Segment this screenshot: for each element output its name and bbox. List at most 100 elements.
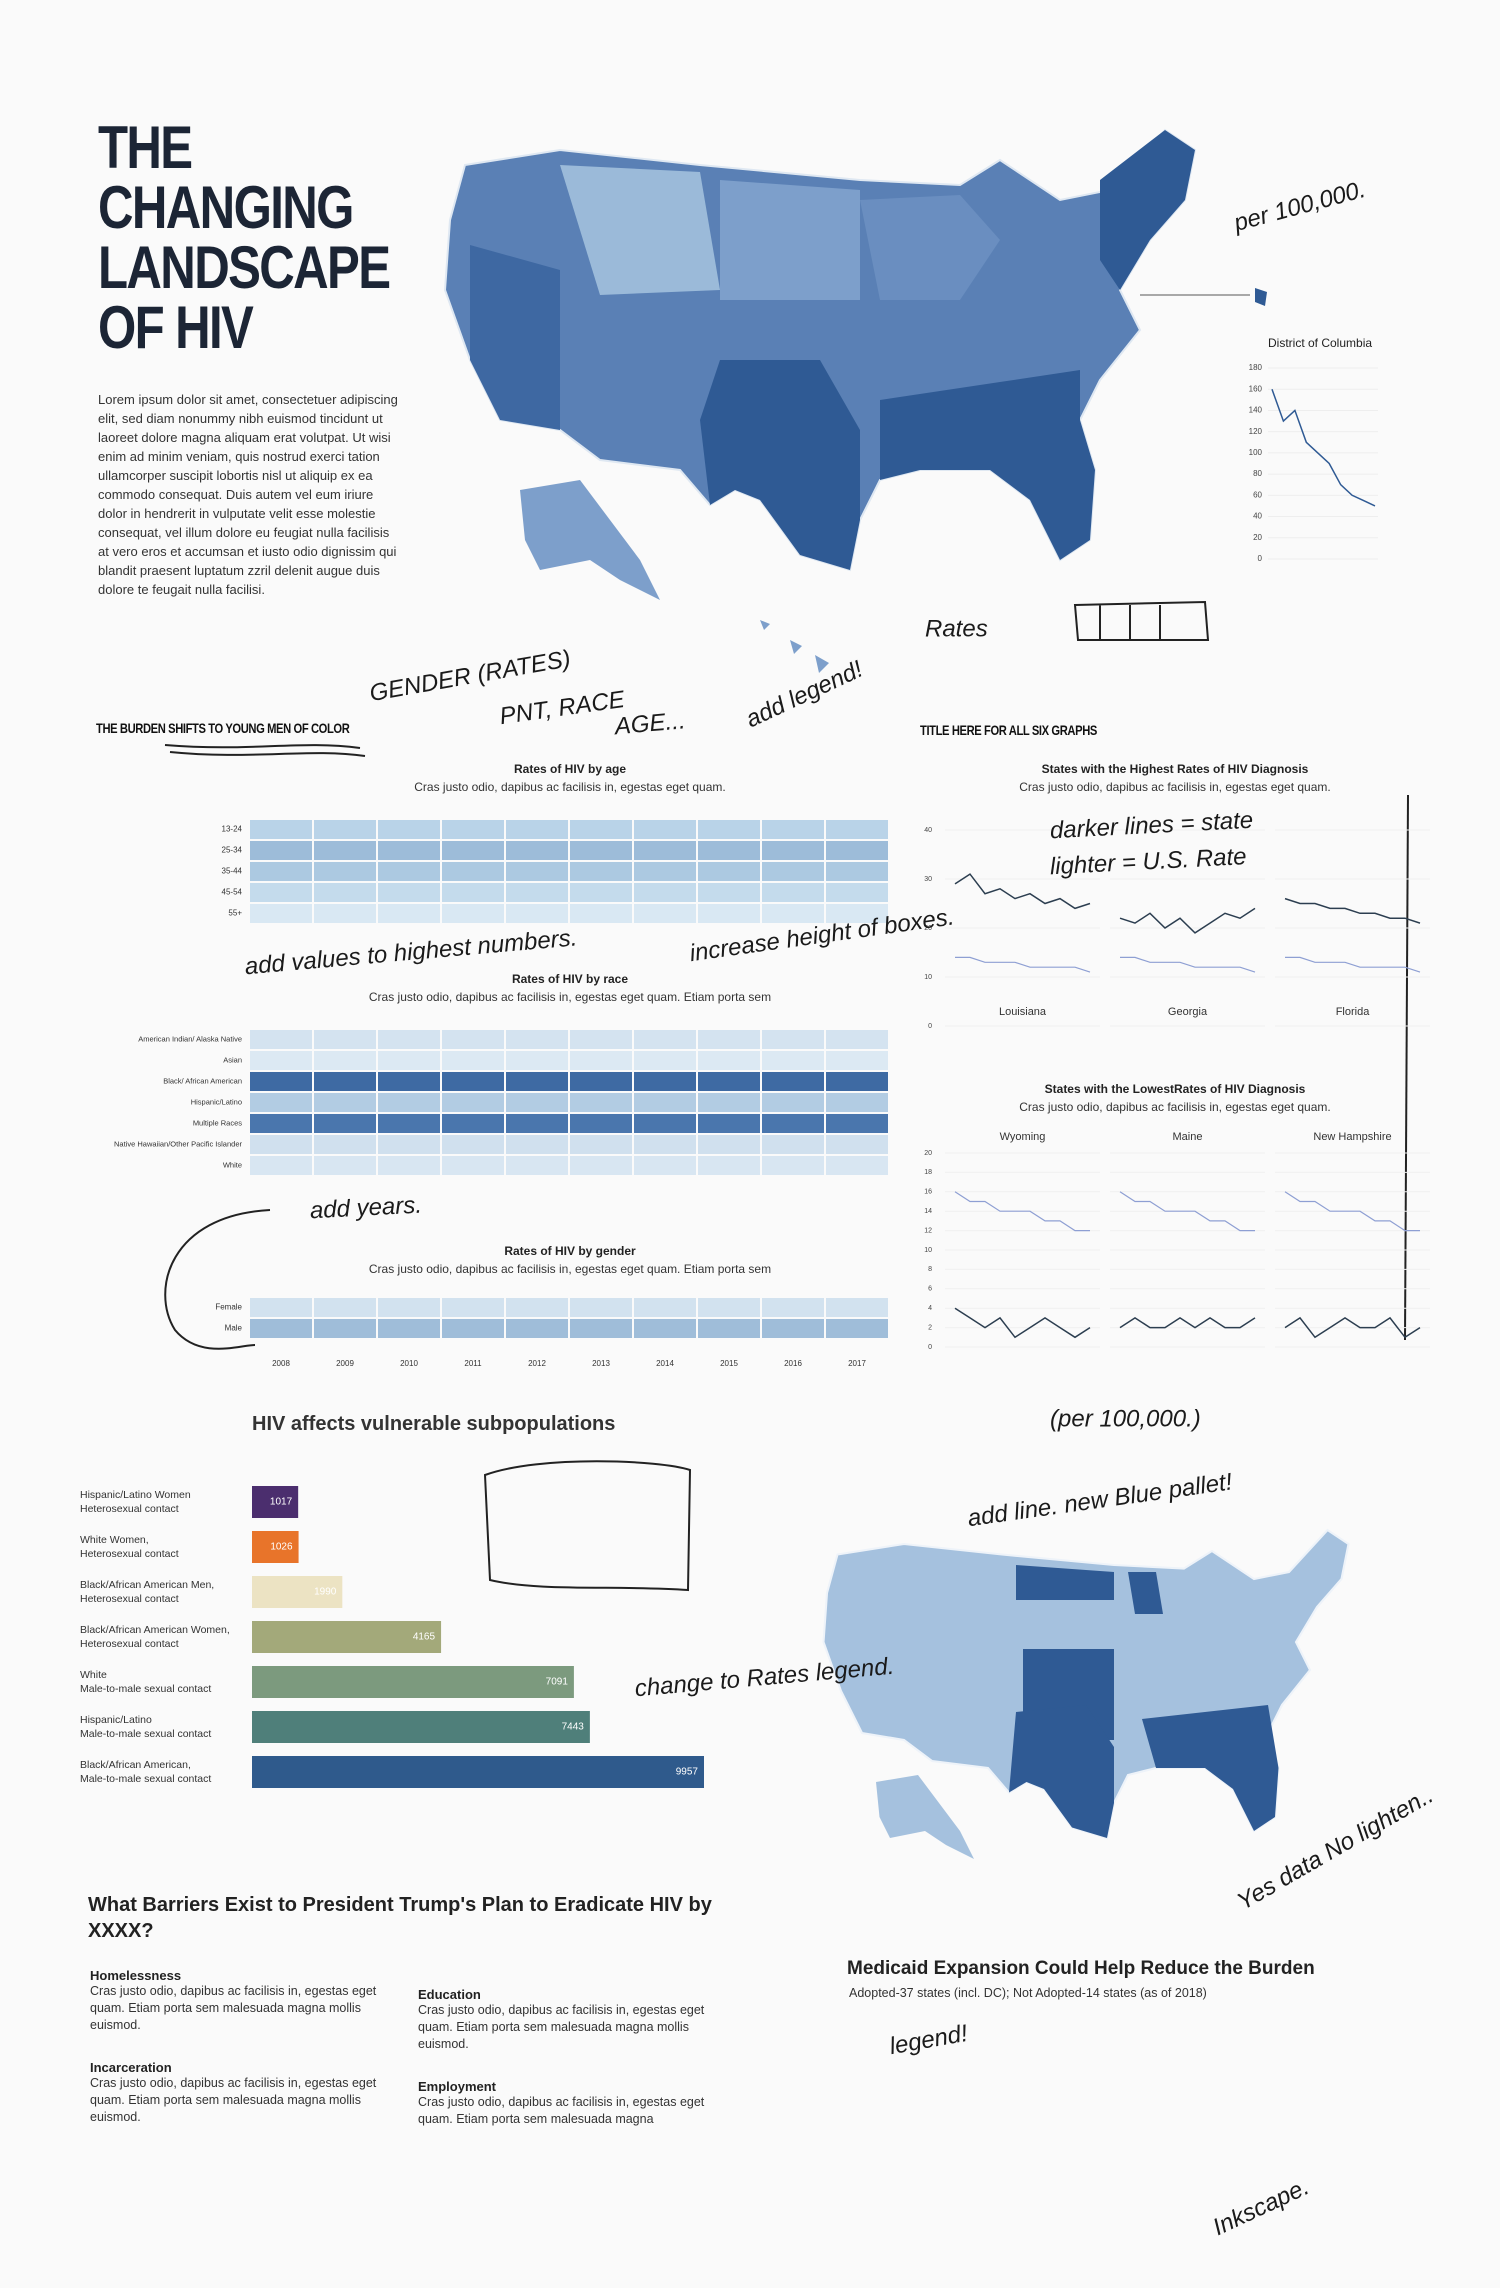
barrier-body: Cras justo odio, dapibus ac facilisis in… [418, 2003, 705, 2051]
heatmap-cell [250, 1051, 312, 1070]
heatmap-cell [826, 862, 888, 881]
y-tick-label: 2 [928, 1324, 932, 1331]
heatmap-cell [762, 1051, 824, 1070]
bar-label: White Women, [80, 1534, 149, 1546]
heatmap-cell [250, 862, 312, 881]
map-region [560, 165, 720, 295]
handwritten-note: add years. [309, 1191, 422, 1224]
y-tick-label: 20 [924, 1150, 932, 1157]
pen-curve [164, 1209, 271, 1350]
row-label: Multiple Races [193, 1118, 242, 1127]
heatmap-cell [762, 1156, 824, 1175]
chart-title: Rates of HIV by age [513, 762, 627, 776]
heatmap-cell [698, 1072, 760, 1091]
heatmap-cell [442, 1051, 504, 1070]
chart-title: Rates of HIV by race [511, 972, 629, 986]
heatmap-cell [378, 1072, 440, 1091]
heatmap-cell [570, 1114, 632, 1133]
heatmap-cell [250, 883, 312, 902]
handwritten-note: legend! [887, 2020, 970, 2060]
panel-label: Florida [1336, 1006, 1371, 1018]
chart-title: Rates of HIV by gender [504, 1244, 636, 1258]
heatmap-cell [506, 1093, 568, 1112]
heatmap-cell [570, 1298, 632, 1317]
row-label: 13-24 [222, 825, 243, 834]
heatmap-cell [698, 1319, 760, 1338]
bar-label: Black/African American Women, [80, 1624, 230, 1636]
heatmap-cell [634, 1051, 696, 1070]
heatmap-cell [314, 1135, 376, 1154]
y-tick-label: 10 [924, 1247, 932, 1254]
sketch-box [483, 1460, 692, 1592]
x-tick-label: 2016 [784, 1359, 802, 1368]
value-label: 9957 [676, 1767, 699, 1778]
bar-label: Heterosexual contact [80, 1503, 179, 1515]
bar [252, 1531, 299, 1563]
value-label: 1026 [270, 1542, 293, 1553]
heatmap-cell [634, 1156, 696, 1175]
y-tick-label: 100 [1249, 448, 1263, 457]
bar [252, 1666, 574, 1698]
handwritten-note: lighter = U.S. Rate [1049, 843, 1247, 880]
x-tick-label: 2015 [720, 1359, 738, 1368]
heatmap-cell [442, 1319, 504, 1338]
x-tick-label: 2013 [592, 1359, 610, 1368]
handwritten-note: (per 100,000.) [1050, 1405, 1201, 1432]
heatmap-cell [570, 841, 632, 860]
barrier: Education Cras justo odio, dapibus ac fa… [418, 1987, 708, 2053]
x-tick-label: 2017 [848, 1359, 866, 1368]
row-label: Asian [223, 1055, 242, 1064]
heatmap-cell [826, 841, 888, 860]
line [1271, 388, 1376, 507]
y-tick-label: 180 [1249, 363, 1263, 372]
chart-title: District of Columbia [1268, 336, 1373, 350]
chart-subtitle: Cras justo odio, dapibus ac facilisis in… [1019, 1100, 1331, 1114]
heatmap-cell [442, 1114, 504, 1133]
bar [252, 1486, 299, 1518]
heatmap-cell [762, 1298, 824, 1317]
chart-title: States with the Highest Rates of HIV Dia… [1041, 762, 1309, 776]
y-tick-label: 16 [924, 1189, 932, 1196]
heatmap-cell [314, 1093, 376, 1112]
heatmap-cell [826, 1051, 888, 1070]
heatmap-cell [250, 820, 312, 839]
y-tick-label: 20 [1253, 533, 1262, 542]
heatmap-cell [762, 904, 824, 923]
heatmap-cell [250, 904, 312, 923]
bar-label: Heterosexual contact [80, 1638, 179, 1650]
heatmap-cell [506, 1135, 568, 1154]
section-heading: THE BURDEN SHIFTS TO YOUNG MEN OF COLOR [96, 720, 350, 736]
heatmap-cell [378, 883, 440, 902]
heatmap-cell [250, 1156, 312, 1175]
heatmap-cell [378, 1135, 440, 1154]
heatmap-cell [634, 1072, 696, 1091]
y-tick-label: 120 [1249, 427, 1263, 436]
x-tick-label: 2010 [400, 1359, 418, 1368]
title-line: LANDSCAPE [98, 234, 391, 301]
chart-subtitle: Cras justo odio, dapibus ac facilisis in… [368, 1262, 772, 1276]
heatmap-cell [506, 904, 568, 923]
heatmap-cell [378, 904, 440, 923]
bar [252, 1756, 704, 1788]
heatmap-cell [250, 1298, 312, 1317]
heatmap-cell [762, 820, 824, 839]
bar-label: Heterosexual contact [80, 1593, 179, 1605]
heatmap-cell [314, 1114, 376, 1133]
row-label: 35-44 [222, 867, 243, 876]
y-tick-label: 20 [924, 925, 932, 932]
title-line: THE [98, 114, 193, 181]
heatmap-cell [314, 1156, 376, 1175]
heatmap-cell [314, 1030, 376, 1049]
x-tick-label: 2011 [464, 1359, 482, 1368]
heatmap-cell [314, 1319, 376, 1338]
title-line: OF HIV [98, 294, 254, 361]
heatmap-cell [570, 1093, 632, 1112]
heatmap-cell [570, 1051, 632, 1070]
heatmap-cell [634, 862, 696, 881]
heatmap-cell [250, 1030, 312, 1049]
heatmap-cell [826, 1072, 888, 1091]
heatmap-cell [570, 820, 632, 839]
y-tick-label: 0 [1258, 554, 1263, 563]
us-map [444, 129, 1267, 673]
heatmap-cell [698, 841, 760, 860]
